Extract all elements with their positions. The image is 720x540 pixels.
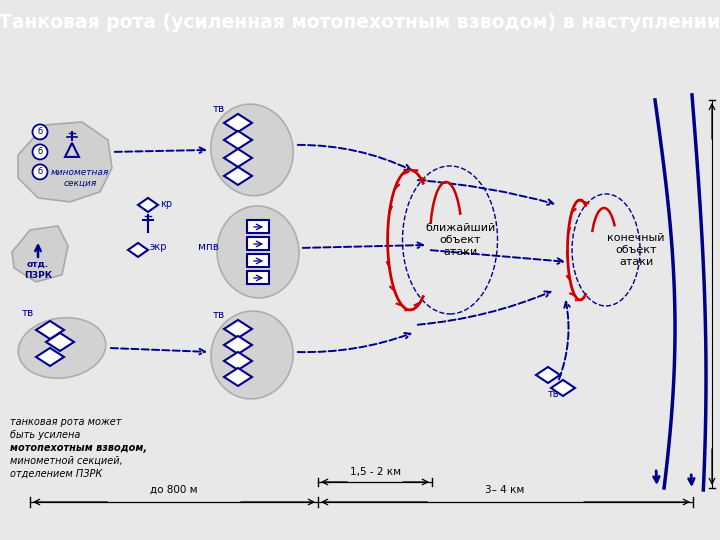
Text: экр: экр — [150, 242, 168, 252]
Polygon shape — [224, 320, 252, 338]
Text: ближайший
объект
атаки: ближайший объект атаки — [425, 224, 495, 256]
Polygon shape — [138, 198, 158, 212]
Polygon shape — [224, 167, 252, 185]
Text: кр: кр — [160, 199, 172, 209]
Polygon shape — [36, 348, 64, 366]
Polygon shape — [12, 226, 68, 282]
Text: конечный
объект
атаки: конечный объект атаки — [607, 233, 665, 267]
Text: минометной секцией,: минометной секцией, — [10, 456, 122, 466]
Text: мпв: мпв — [198, 242, 219, 252]
Ellipse shape — [217, 206, 299, 298]
Ellipse shape — [211, 311, 293, 399]
Polygon shape — [224, 368, 252, 386]
Text: танковая рота может: танковая рота может — [10, 417, 122, 427]
Polygon shape — [551, 380, 575, 396]
FancyBboxPatch shape — [247, 220, 269, 233]
Polygon shape — [224, 114, 252, 132]
Circle shape — [32, 144, 48, 159]
Text: 1,5 - 2 км: 1,5 - 2 км — [349, 467, 400, 477]
Text: тв: тв — [213, 104, 225, 114]
Polygon shape — [224, 149, 252, 167]
Text: отделением ПЗРК: отделением ПЗРК — [10, 469, 102, 479]
Polygon shape — [18, 122, 112, 202]
Text: отд.
ПЗРК: отд. ПЗРК — [24, 260, 52, 280]
Polygon shape — [224, 352, 252, 370]
Polygon shape — [36, 321, 64, 339]
Polygon shape — [224, 336, 252, 354]
Circle shape — [32, 124, 48, 139]
Text: б: б — [37, 147, 42, 157]
FancyBboxPatch shape — [247, 238, 269, 251]
Ellipse shape — [211, 104, 293, 195]
Text: быть усилена: быть усилена — [10, 430, 81, 440]
Text: б: б — [37, 167, 42, 177]
Text: до 1500 м: до 1500 м — [719, 270, 720, 318]
Polygon shape — [46, 333, 74, 351]
Text: Танковая рота (усиленная мотопехотным взводом) в наступлении: Танковая рота (усиленная мотопехотным вз… — [0, 14, 720, 32]
Text: тв: тв — [22, 308, 35, 318]
Text: тв: тв — [213, 310, 225, 320]
FancyBboxPatch shape — [247, 254, 269, 267]
FancyBboxPatch shape — [247, 272, 269, 285]
Polygon shape — [536, 367, 560, 383]
Polygon shape — [224, 131, 252, 149]
Text: до 800 м: до 800 м — [150, 485, 198, 495]
Text: б: б — [37, 127, 42, 137]
Text: 3– 4 км: 3– 4 км — [485, 485, 525, 495]
Text: мотопехотным взводом,: мотопехотным взводом, — [10, 443, 147, 453]
Ellipse shape — [18, 318, 106, 379]
Text: тв: тв — [548, 389, 559, 399]
Polygon shape — [128, 243, 148, 257]
Circle shape — [32, 164, 48, 179]
Text: минометная
секция: минометная секция — [51, 168, 109, 187]
